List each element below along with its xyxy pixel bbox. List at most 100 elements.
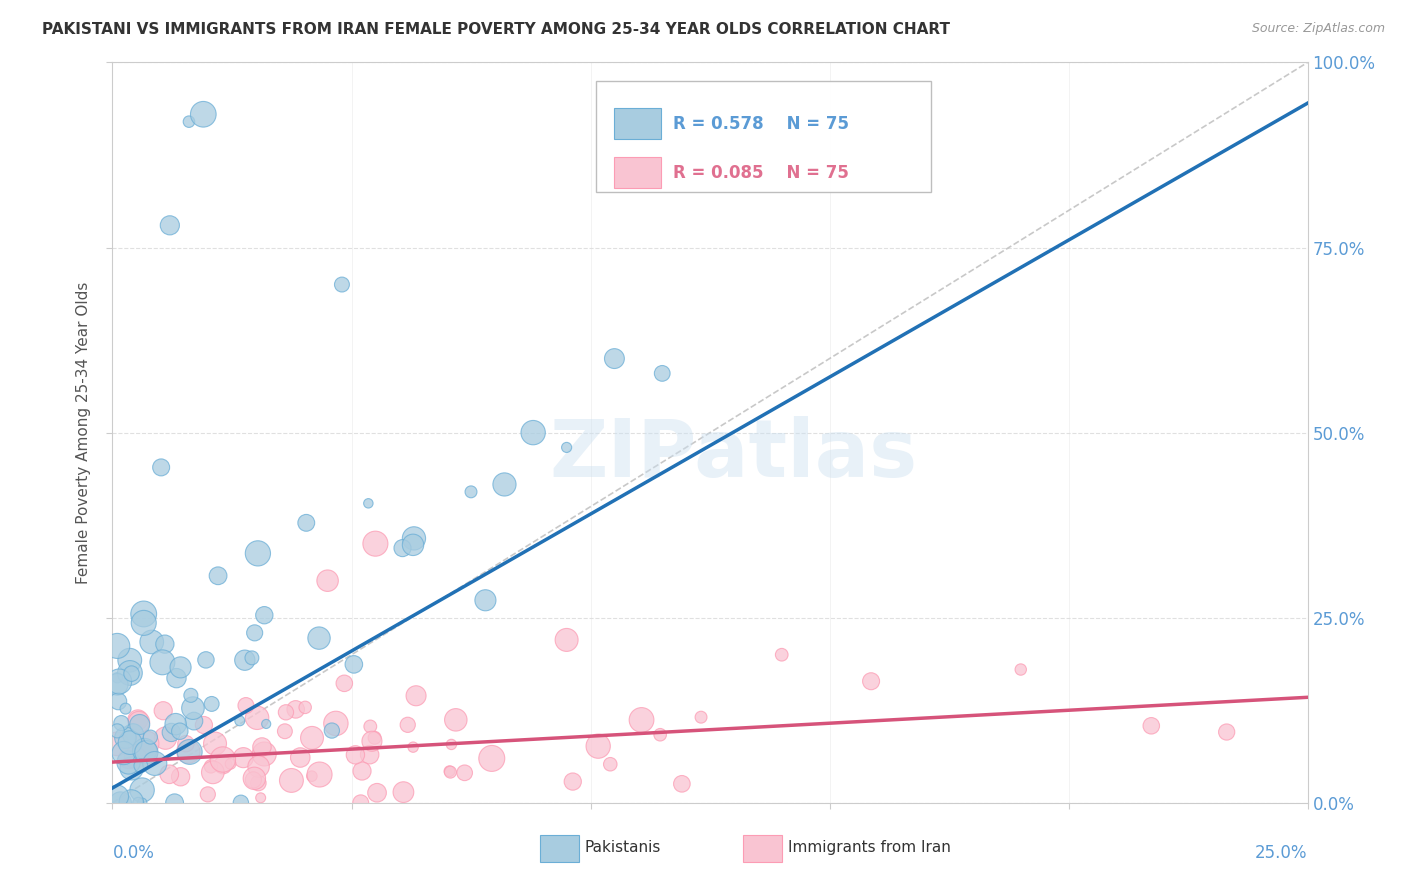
Point <box>363 731 385 745</box>
Point <box>233 653 256 667</box>
Point <box>1215 725 1237 739</box>
Point <box>350 796 373 810</box>
Point <box>439 764 461 779</box>
Point <box>193 107 215 121</box>
Point <box>165 717 187 731</box>
Point <box>166 671 188 685</box>
Point <box>1140 719 1163 733</box>
Point <box>453 765 475 780</box>
Point <box>357 496 380 510</box>
Point <box>494 477 516 491</box>
Point <box>586 739 609 753</box>
Point <box>243 772 266 786</box>
Point <box>118 751 141 765</box>
Point <box>201 765 224 780</box>
Point <box>391 541 413 555</box>
Point <box>630 713 652 727</box>
Point <box>153 637 176 651</box>
Point <box>127 796 149 810</box>
Point <box>359 747 381 762</box>
Point <box>120 736 142 750</box>
Point <box>274 724 297 739</box>
FancyBboxPatch shape <box>614 157 661 188</box>
Point <box>180 689 202 703</box>
Point <box>460 484 482 499</box>
Point <box>444 713 467 727</box>
Point <box>194 653 217 667</box>
FancyBboxPatch shape <box>744 836 782 862</box>
Point <box>134 743 156 757</box>
Point <box>193 718 215 732</box>
Text: Source: ZipAtlas.com: Source: ZipAtlas.com <box>1251 22 1385 36</box>
Point <box>169 770 191 784</box>
Point <box>246 546 269 560</box>
Point <box>105 737 128 751</box>
Point <box>295 516 318 530</box>
Point <box>201 697 224 711</box>
Point <box>247 759 270 773</box>
Point <box>301 769 323 783</box>
Point <box>402 538 425 552</box>
Point <box>350 764 373 778</box>
Point <box>139 730 162 744</box>
Point <box>110 796 132 810</box>
Point <box>359 719 381 733</box>
Point <box>325 716 347 731</box>
Text: ZIPatlas: ZIPatlas <box>550 416 918 494</box>
Point <box>344 747 367 762</box>
Point <box>105 639 128 653</box>
Point <box>253 747 276 761</box>
Point <box>522 425 544 440</box>
Point <box>117 756 139 770</box>
Point <box>118 653 141 667</box>
Point <box>128 717 150 731</box>
Point <box>392 785 415 799</box>
Point <box>229 714 252 728</box>
Point <box>135 737 157 751</box>
Point <box>308 631 330 645</box>
Point <box>152 656 174 670</box>
Point <box>108 674 131 689</box>
Point <box>235 698 257 713</box>
Point <box>155 731 177 746</box>
Point <box>402 740 425 755</box>
Point <box>207 568 229 582</box>
Point <box>555 632 578 647</box>
Point <box>105 789 128 804</box>
Point <box>183 714 205 728</box>
Point <box>333 676 356 690</box>
Point <box>249 790 271 805</box>
Point <box>321 723 343 738</box>
Point <box>364 536 387 550</box>
Point <box>396 718 419 732</box>
Point <box>105 671 128 685</box>
Point <box>179 745 201 759</box>
Point <box>1010 663 1032 677</box>
Point <box>361 734 384 748</box>
Point <box>128 714 150 729</box>
Point <box>651 367 673 381</box>
Point <box>280 773 302 788</box>
Point <box>366 786 388 800</box>
Point <box>274 706 297 720</box>
Point <box>105 677 128 691</box>
Point <box>211 752 233 766</box>
Point <box>110 716 132 731</box>
FancyBboxPatch shape <box>540 836 579 862</box>
Point <box>599 757 621 772</box>
Point <box>290 750 312 764</box>
Point <box>301 731 323 745</box>
Point <box>254 717 277 731</box>
Point <box>232 750 254 764</box>
Point <box>181 701 204 715</box>
Point <box>169 660 191 674</box>
Text: Immigrants from Iran: Immigrants from Iran <box>787 839 950 855</box>
Point <box>177 114 200 128</box>
Point <box>474 593 496 607</box>
Point <box>212 758 235 772</box>
Point <box>330 277 353 292</box>
Point <box>561 774 583 789</box>
Point <box>860 674 883 689</box>
Point <box>481 751 503 765</box>
Point <box>308 767 330 781</box>
